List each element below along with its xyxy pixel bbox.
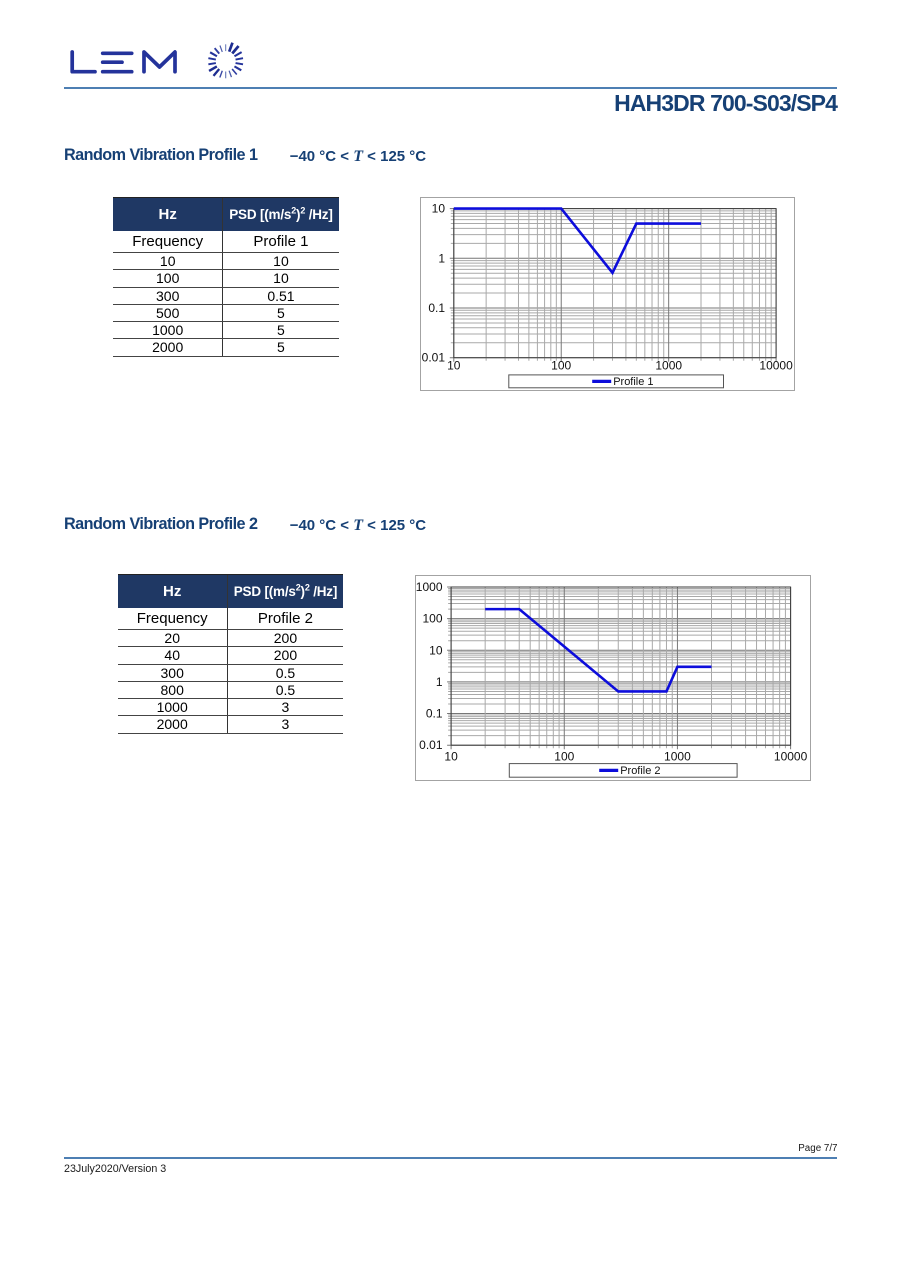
svg-text:1000: 1000 (416, 580, 443, 594)
svg-text:1000: 1000 (655, 358, 682, 372)
svg-text:10: 10 (429, 643, 443, 657)
svg-text:1000: 1000 (664, 749, 691, 763)
svg-text:Profile 1: Profile 1 (613, 376, 653, 388)
svg-text:0.1: 0.1 (426, 706, 443, 720)
svg-text:10: 10 (444, 749, 458, 763)
svg-text:0.01: 0.01 (419, 738, 443, 752)
svg-text:10: 10 (431, 201, 445, 215)
svg-text:100: 100 (551, 358, 571, 372)
svg-text:10000: 10000 (774, 749, 808, 763)
svg-text:100: 100 (422, 611, 442, 625)
svg-text:10: 10 (447, 358, 461, 372)
svg-text:10000: 10000 (759, 358, 793, 372)
svg-text:100: 100 (554, 749, 574, 763)
svg-text:0.1: 0.1 (428, 301, 445, 315)
svg-text:1: 1 (438, 251, 445, 265)
svg-text:1: 1 (436, 675, 443, 689)
svg-text:0.01: 0.01 (421, 350, 445, 364)
svg-text:Profile 2: Profile 2 (620, 765, 660, 777)
